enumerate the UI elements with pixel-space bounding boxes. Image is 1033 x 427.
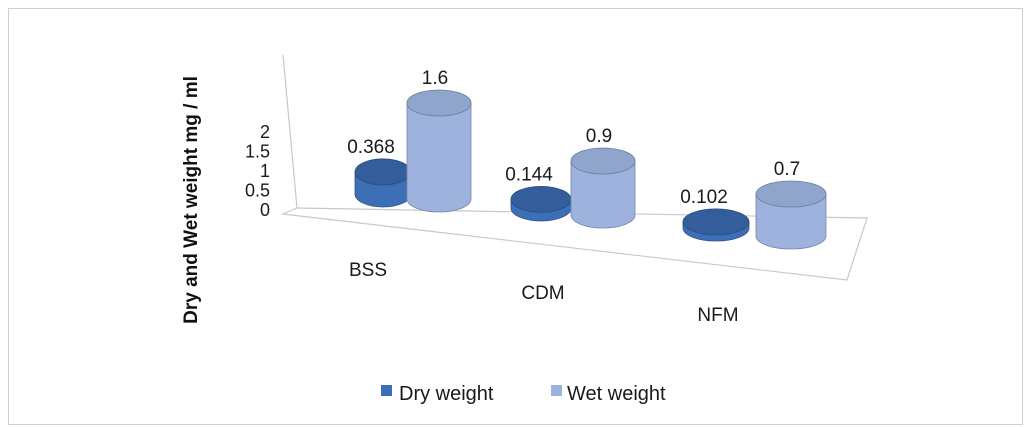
dry-weight-bar-nfm [682,208,750,242]
bars [354,89,827,250]
legend-swatch [381,385,392,396]
y-axis-ticks: 00.511.52 [245,122,270,220]
floor-plane [280,207,868,281]
data-label: 0.368 [347,137,395,158]
wet-weight-bar-nfm [755,180,827,250]
chart-frame [8,8,1023,425]
y-tick-label: 0 [260,200,270,220]
wet-weight-bar-bss [406,89,472,213]
data-labels: 0.368 0.144 0.102 1.6 0.9 0.7 [347,68,800,208]
legend-item-wet-weight: Wet weight [551,383,666,405]
legend-item-dry-weight: Dry weight [381,383,494,405]
data-label: 1.6 [422,68,448,89]
legend: Dry weight Wet weight [381,383,666,405]
dry-weight-bar-cdm [510,185,572,222]
legend-label: Dry weight [399,383,494,405]
y-axis-label: Dry and Wet weight mg / ml [181,76,202,324]
data-label: 0.102 [680,187,728,208]
data-label: 0.144 [505,164,553,185]
chart-walls [280,54,868,281]
category-label: CDM [521,283,564,304]
cylinder-top [406,89,472,117]
category-label: BSS [349,260,387,281]
legend-swatch [551,385,562,396]
cylinder-top [354,158,412,186]
y-tick-label: 0.5 [245,181,270,201]
y-tick-label: 1.5 [245,142,270,162]
dry-weight-bar-bss [354,158,412,208]
data-label: 0.7 [774,159,800,180]
y-tick-label: 1 [260,161,270,181]
cylinder-body [755,193,827,250]
cylinder-top [755,180,827,208]
cylinder-body [570,160,636,229]
category-label: NFM [697,305,738,326]
category-labels: BSS CDM NFM [349,260,739,326]
back-wall-left-edge [282,54,298,209]
cylinder-body [406,102,472,213]
data-label: 0.9 [586,126,612,147]
y-tick-label: 2 [260,122,270,142]
wet-weight-bar-cdm [570,147,636,229]
cylinder-top [510,185,572,213]
legend-label: Wet weight [567,383,666,405]
cylinder-top [570,147,636,175]
cylinder-top [682,208,750,236]
